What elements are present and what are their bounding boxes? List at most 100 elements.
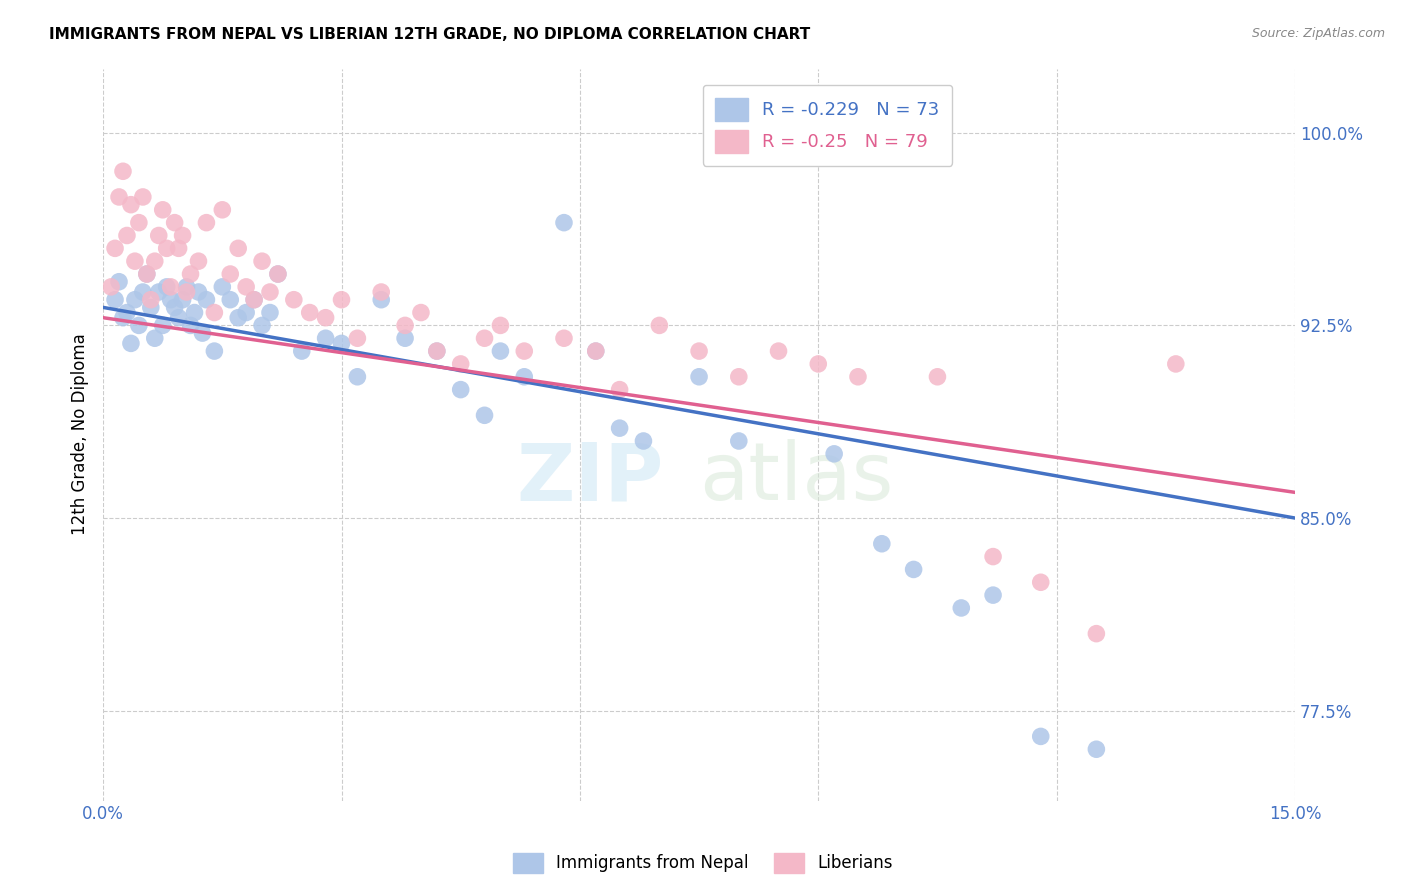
Text: ZIP: ZIP	[516, 440, 664, 517]
Point	[159, 280, 181, 294]
Point	[180, 318, 202, 333]
Point	[156, 241, 179, 255]
Point	[219, 293, 242, 307]
Point	[163, 301, 186, 315]
Point	[474, 409, 496, 423]
Point	[156, 280, 179, 294]
Point	[298, 305, 321, 319]
Point	[159, 293, 181, 307]
Point	[235, 280, 257, 294]
Point	[135, 267, 157, 281]
Point	[128, 318, 150, 333]
Point	[226, 310, 249, 325]
Point	[143, 254, 166, 268]
Point	[172, 293, 194, 307]
Point	[267, 267, 290, 281]
Point	[132, 190, 155, 204]
Point	[846, 369, 869, 384]
Point	[688, 344, 710, 359]
Point	[370, 285, 392, 299]
Point	[585, 344, 607, 359]
Point	[315, 310, 337, 325]
Point	[167, 241, 190, 255]
Point	[409, 305, 432, 319]
Point	[1085, 742, 1108, 756]
Point	[394, 318, 416, 333]
Point	[474, 331, 496, 345]
Point	[1085, 626, 1108, 640]
Text: IMMIGRANTS FROM NEPAL VS LIBERIAN 12TH GRADE, NO DIPLOMA CORRELATION CHART: IMMIGRANTS FROM NEPAL VS LIBERIAN 12TH G…	[49, 27, 810, 42]
Point	[283, 293, 305, 307]
Point	[426, 344, 449, 359]
Point	[727, 369, 749, 384]
Point	[120, 336, 142, 351]
Point	[152, 318, 174, 333]
Point	[111, 164, 134, 178]
Point	[609, 383, 631, 397]
Point	[927, 369, 949, 384]
Point	[981, 549, 1004, 564]
Point	[426, 344, 449, 359]
Point	[187, 254, 209, 268]
Point	[648, 318, 671, 333]
Point	[211, 202, 233, 217]
Point	[124, 254, 146, 268]
Point	[807, 357, 830, 371]
Point	[139, 301, 162, 315]
Point	[202, 305, 225, 319]
Point	[115, 305, 138, 319]
Point	[100, 280, 122, 294]
Point	[243, 293, 266, 307]
Point	[1029, 575, 1052, 590]
Point	[128, 216, 150, 230]
Point	[211, 280, 233, 294]
Point	[187, 285, 209, 299]
Point	[108, 190, 131, 204]
Point	[250, 254, 273, 268]
Point	[609, 421, 631, 435]
Legend: Immigrants from Nepal, Liberians: Immigrants from Nepal, Liberians	[506, 847, 900, 880]
Point	[167, 310, 190, 325]
Point	[195, 293, 218, 307]
Point	[315, 331, 337, 345]
Point	[191, 326, 214, 340]
Point	[124, 293, 146, 307]
Point	[148, 228, 170, 243]
Point	[202, 344, 225, 359]
Point	[768, 344, 790, 359]
Point	[195, 216, 218, 230]
Point	[450, 357, 472, 371]
Point	[633, 434, 655, 448]
Point	[489, 318, 512, 333]
Point	[513, 344, 536, 359]
Point	[104, 293, 127, 307]
Point	[330, 336, 353, 351]
Point	[115, 228, 138, 243]
Point	[450, 383, 472, 397]
Point	[135, 267, 157, 281]
Point	[981, 588, 1004, 602]
Point	[903, 562, 925, 576]
Point	[259, 285, 281, 299]
Point	[152, 202, 174, 217]
Point	[111, 310, 134, 325]
Legend: R = -0.229   N = 73, R = -0.25   N = 79: R = -0.229 N = 73, R = -0.25 N = 79	[703, 85, 952, 166]
Point	[143, 331, 166, 345]
Point	[267, 267, 290, 281]
Point	[139, 293, 162, 307]
Point	[823, 447, 845, 461]
Point	[219, 267, 242, 281]
Text: atlas: atlas	[699, 440, 893, 517]
Point	[553, 216, 575, 230]
Point	[176, 280, 198, 294]
Point	[370, 293, 392, 307]
Point	[291, 344, 314, 359]
Point	[585, 344, 607, 359]
Point	[176, 285, 198, 299]
Point	[148, 285, 170, 299]
Point	[346, 369, 368, 384]
Point	[120, 197, 142, 211]
Y-axis label: 12th Grade, No Diploma: 12th Grade, No Diploma	[72, 334, 89, 535]
Point	[132, 285, 155, 299]
Point	[172, 228, 194, 243]
